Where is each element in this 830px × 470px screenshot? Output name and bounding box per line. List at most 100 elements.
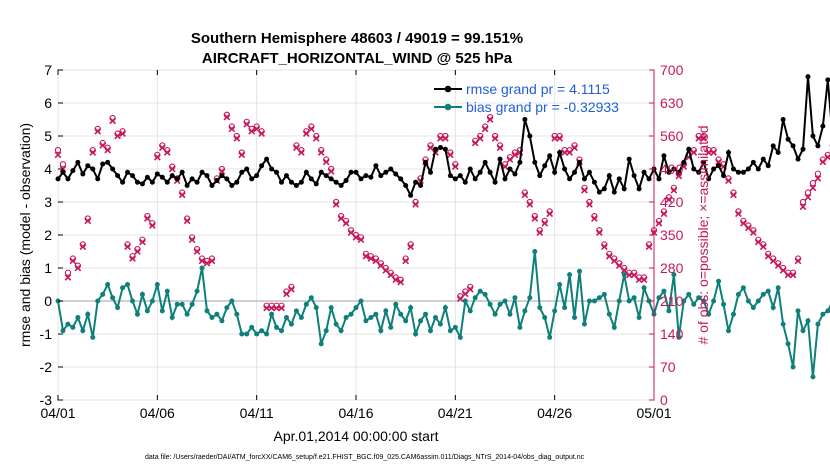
rmse-point [298, 179, 304, 185]
obs-assimilated-point [352, 233, 360, 241]
obs-assimilated-stroke [451, 163, 459, 171]
bias-point [601, 291, 607, 297]
obs-assimilated-stroke [412, 200, 419, 208]
rmse-point [661, 153, 667, 159]
obs-assimilated-point [456, 295, 464, 303]
bias-point [586, 298, 592, 304]
bias-point [502, 298, 508, 304]
obs-assimilated-stroke [476, 134, 484, 142]
rmse-point [194, 179, 200, 185]
rmse-point [472, 176, 478, 182]
rmse-point [432, 146, 438, 152]
bias-point [696, 295, 702, 301]
bias-point [308, 295, 314, 301]
obs-assimilated-stroke [302, 130, 310, 138]
bias-point [775, 285, 781, 291]
rmse-point [164, 179, 170, 185]
bias-point [264, 331, 270, 337]
bias-point [115, 305, 121, 311]
rmse-point [815, 143, 821, 149]
rmse-point [269, 166, 275, 172]
bias-point [735, 291, 741, 297]
obs-assimilated-stroke [407, 243, 414, 251]
bias-point [378, 328, 384, 334]
obs-assimilated-point [546, 210, 554, 218]
bias-point [388, 324, 394, 330]
y-tick-label: 4 [44, 161, 52, 177]
obs-assimilated-stroke [79, 243, 87, 251]
obs-assimilated-point [536, 229, 544, 237]
bias-point [745, 298, 751, 304]
rmse-point [184, 183, 190, 188]
rmse-point [730, 166, 736, 172]
rmse-point [209, 183, 215, 188]
bias-point [348, 311, 354, 317]
bias-point [130, 298, 135, 304]
rmse-point [303, 169, 309, 175]
obs-assimilated-point [178, 191, 186, 199]
chart-subtitle: AIRCRAFT_HORIZONTAL_WIND @ 525 hPa [202, 50, 513, 67]
obs-assimilated-stroke [89, 149, 97, 156]
rmse-point [452, 176, 458, 182]
obs-assimilated-stroke [183, 217, 191, 225]
obs-assimilated-series [54, 113, 830, 312]
obs-assimilated-stroke [466, 285, 474, 293]
rmse-point [333, 179, 339, 185]
obs-assimilated-stroke [134, 248, 141, 255]
obs-assimilated-point [278, 304, 285, 312]
legend-bias-marker [444, 103, 452, 111]
legend-bias-label: bias grand pr = -0.32933 [466, 99, 619, 115]
rmse-point [90, 166, 96, 172]
bias-point [452, 324, 458, 330]
obs-assimilated-point [273, 304, 280, 312]
legend-rmse-label: rmse grand pr = 4.1115 [466, 81, 610, 97]
obs-assimilated-point [814, 175, 822, 182]
obs-assimilated-stroke [218, 167, 226, 175]
obs-assimilated-stroke [551, 134, 559, 142]
rmse-point [810, 133, 816, 139]
obs-assimilated-point [298, 149, 305, 156]
bias-point [279, 328, 284, 334]
obs-assimilated-point [526, 200, 534, 208]
obs-assimilated-point [566, 149, 573, 156]
obs-assimilated-stroke [745, 224, 752, 232]
obs-assimilated-stroke [54, 151, 62, 159]
obs-assimilated-stroke [298, 149, 305, 156]
obs-assimilated-stroke [635, 276, 643, 284]
rmse-point [413, 179, 419, 185]
rmse-point [492, 179, 498, 185]
bias-point [164, 288, 170, 294]
bias-point [174, 301, 180, 307]
obs-assimilated-stroke [84, 217, 92, 225]
bias-point [368, 315, 374, 320]
obs-assimilated-stroke [139, 238, 146, 246]
obs-assimilated-point [745, 224, 752, 232]
rmse-point [726, 150, 731, 155]
obs-assimilated-stroke [799, 203, 807, 211]
obs-assimilated-point [819, 158, 827, 166]
obs-assimilated-stroke [660, 210, 668, 218]
obs-assimilated-point [491, 134, 499, 142]
obs-assimilated-point [64, 274, 72, 281]
rmse-point [487, 169, 493, 175]
bias-point [805, 318, 811, 324]
obs-assimilated-stroke [437, 134, 444, 142]
obs-assimilated-point [134, 248, 141, 255]
obs-assimilated-point [104, 146, 112, 154]
footnote: data file: /Users/raeder/DAI/ATM_forcXX/… [145, 454, 585, 461]
rmse-point [517, 159, 523, 165]
obs-assimilated-point [610, 257, 618, 265]
rmse-point [259, 163, 265, 169]
obs-assimilated-point [511, 151, 519, 159]
bias-point [810, 374, 816, 380]
obs-assimilated-point [307, 125, 315, 133]
obs-assimilated-stroke [725, 177, 732, 185]
rmse-point [606, 173, 612, 179]
obs-assimilated-point [561, 149, 568, 156]
y2-tick-label: 210 [660, 293, 684, 309]
rmse-point [125, 169, 131, 175]
y2-tick-label: 700 [660, 62, 684, 78]
rmse-point [577, 159, 582, 165]
obs-assimilated-stroke [223, 113, 231, 121]
bias-point [457, 334, 463, 340]
